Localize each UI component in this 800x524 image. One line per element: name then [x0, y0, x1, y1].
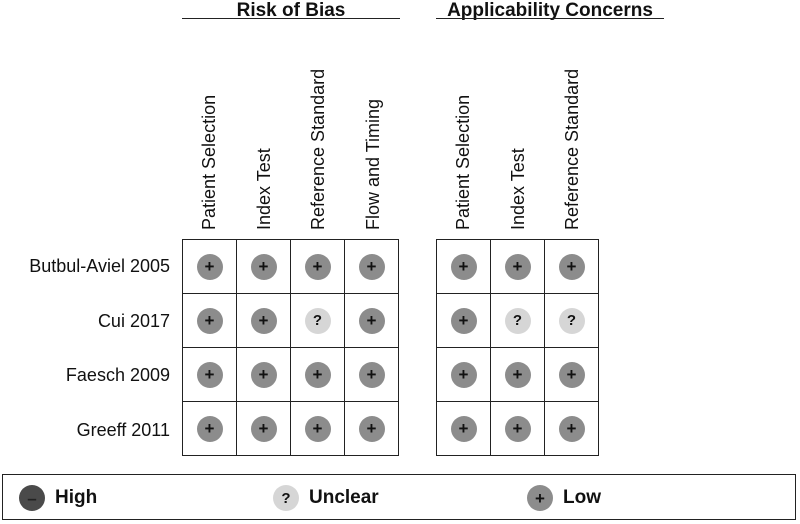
risk-of-bias-cell: +: [290, 347, 345, 402]
unclear-rating-icon: ?: [304, 307, 331, 334]
risk-of-bias-cell: +: [236, 239, 291, 294]
table-row: + + +: [436, 239, 599, 294]
applicability-rule: [436, 18, 664, 19]
applicability-cell: +: [544, 347, 599, 402]
legend: – High? Unclear + Low: [2, 474, 796, 520]
applicability-cell: +: [436, 401, 491, 456]
risk-of-bias-cell: +: [182, 239, 237, 294]
unclear-rating-icon: ?: [273, 485, 299, 511]
risk-of-bias-cell: +: [344, 401, 399, 456]
risk-of-bias-grid: + + + + + +? + + + + + + + + +: [182, 239, 399, 456]
low-rating-icon: +: [358, 307, 385, 334]
applicability-cell: +: [436, 239, 491, 294]
low-rating-icon: +: [450, 361, 477, 388]
legend-item-unclear: ? Unclear: [273, 485, 379, 511]
column-header: Reference Standard: [308, 68, 329, 230]
column-header: Index Test: [253, 148, 274, 230]
risk-of-bias-cell: +: [236, 401, 291, 456]
applicability-cell: +: [436, 293, 491, 348]
low-rating-icon: +: [504, 361, 531, 388]
low-rating-icon: +: [558, 361, 585, 388]
low-rating-icon: +: [250, 361, 277, 388]
applicability-cell: +: [544, 401, 599, 456]
applicability-cell: +: [436, 347, 491, 402]
applicability-cell: +: [490, 239, 545, 294]
table-row: + + +: [436, 347, 599, 402]
low-rating-icon: +: [358, 253, 385, 280]
risk-of-bias-cell: +: [290, 239, 345, 294]
unclear-rating-icon: ?: [504, 307, 531, 334]
legend-item-low: + Low: [527, 485, 601, 511]
table-row: + + + +: [182, 239, 399, 294]
applicability-cell: ?: [544, 293, 599, 348]
study-label: Butbul-Aviel 2005: [29, 256, 170, 277]
risk-of-bias-cell: +: [290, 401, 345, 456]
risk-of-bias-cell: ?: [290, 293, 345, 348]
table-row: + + + +: [182, 401, 399, 456]
low-rating-icon: +: [358, 361, 385, 388]
unclear-rating-icon: ?: [558, 307, 585, 334]
low-rating-icon: +: [450, 253, 477, 280]
risk-of-bias-cell: +: [182, 347, 237, 402]
column-header: Patient Selection: [453, 94, 474, 230]
risk-of-bias-cell: +: [236, 347, 291, 402]
low-rating-icon: +: [358, 415, 385, 442]
low-rating-icon: +: [304, 361, 331, 388]
table-row: + + + +: [182, 347, 399, 402]
low-rating-icon: +: [196, 415, 223, 442]
low-rating-icon: +: [250, 253, 277, 280]
low-rating-icon: +: [304, 253, 331, 280]
column-header: Reference Standard: [562, 68, 583, 230]
low-rating-icon: +: [450, 415, 477, 442]
risk-of-bias-cell: +: [344, 293, 399, 348]
table-row: + + +: [436, 401, 599, 456]
low-rating-icon: +: [504, 415, 531, 442]
applicability-cell: +: [490, 347, 545, 402]
column-header: Flow and Timing: [362, 98, 383, 230]
applicability-cell: +: [490, 401, 545, 456]
low-rating-icon: +: [558, 415, 585, 442]
table-row: +??: [436, 293, 599, 348]
high-rating-icon: –: [19, 485, 45, 511]
applicability-cell: ?: [490, 293, 545, 348]
low-rating-icon: +: [250, 415, 277, 442]
low-rating-icon: +: [504, 253, 531, 280]
risk-of-bias-title: Risk of Bias: [236, 0, 346, 21]
risk-of-bias-cell: +: [182, 293, 237, 348]
low-rating-icon: +: [304, 415, 331, 442]
low-rating-icon: +: [196, 253, 223, 280]
study-label: Greeff 2011: [76, 419, 170, 440]
low-rating-icon: +: [196, 307, 223, 334]
low-rating-icon: +: [450, 307, 477, 334]
low-rating-icon: +: [558, 253, 585, 280]
low-rating-icon: +: [196, 361, 223, 388]
legend-label: High: [55, 487, 98, 508]
applicability-cell: +: [544, 239, 599, 294]
applicability-grid: + + + +?? + + + + + +: [436, 239, 599, 456]
column-header: Index Test: [507, 148, 528, 230]
risk-of-bias-cell: +: [182, 401, 237, 456]
column-header: Patient Selection: [199, 94, 220, 230]
risk-of-bias-cell: +: [236, 293, 291, 348]
risk-of-bias-cell: +: [344, 347, 399, 402]
legend-label: Unclear: [309, 487, 379, 508]
study-label: Cui 2017: [97, 310, 170, 331]
low-rating-icon: +: [250, 307, 277, 334]
low-rating-icon: +: [527, 485, 553, 511]
legend-item-high: – High: [19, 485, 97, 511]
study-label: Faesch 2009: [65, 365, 170, 386]
table-row: + +? +: [182, 293, 399, 348]
risk-of-bias-rule: [182, 18, 400, 19]
risk-of-bias-cell: +: [344, 239, 399, 294]
legend-label: Low: [563, 487, 601, 508]
applicability-title: Applicability Concerns: [447, 0, 653, 21]
